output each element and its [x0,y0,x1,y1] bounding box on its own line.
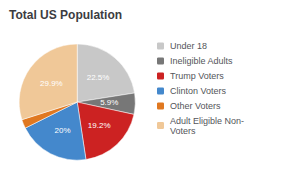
svg-text:20%: 20% [54,126,70,135]
svg-text:Adult Eligible Non-: Adult Eligible Non- [170,116,244,126]
svg-text:Other Voters: Other Voters [170,101,221,111]
svg-text:Total US Population: Total US Population [9,8,122,22]
svg-text:Voters: Voters [170,126,196,136]
svg-text:Clinton Voters: Clinton Voters [170,86,227,96]
svg-text:5.9%: 5.9% [100,98,118,107]
svg-text:Trump Voters: Trump Voters [170,71,224,81]
svg-text:22.5%: 22.5% [87,73,110,82]
svg-text:19.2%: 19.2% [88,121,111,130]
svg-text:29.9%: 29.9% [40,79,63,88]
svg-text:Ineligible Adults: Ineligible Adults [170,56,233,66]
svg-text:Under 18: Under 18 [170,41,207,51]
